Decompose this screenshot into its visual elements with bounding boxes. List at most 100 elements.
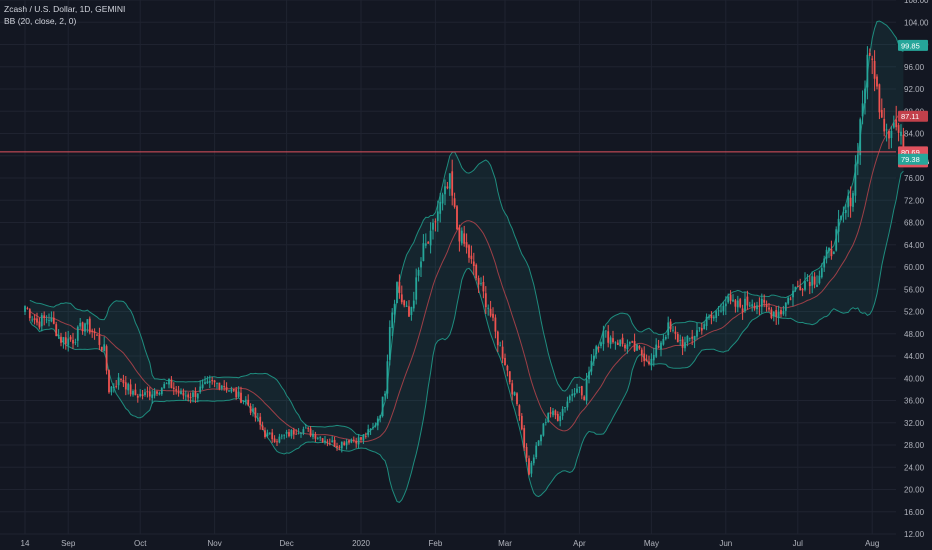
candle (621, 333, 624, 347)
candle (237, 386, 240, 399)
candle (74, 338, 77, 346)
candle (196, 393, 199, 403)
candle (151, 389, 154, 404)
candle (816, 275, 818, 288)
candle (600, 341, 602, 349)
candle (72, 332, 74, 349)
candle-body (847, 195, 850, 208)
candle-body (211, 380, 214, 382)
candle (64, 331, 67, 350)
candle (254, 407, 257, 422)
candle (136, 393, 139, 403)
candle-body (120, 379, 122, 380)
symbol-title[interactable]: Zcash / U.S. Dollar, 1D, GEMINI (4, 4, 126, 14)
candle (112, 383, 115, 393)
candle-body (283, 434, 286, 436)
candle-body (804, 281, 806, 290)
candle-body (93, 331, 96, 334)
candle (657, 339, 660, 349)
candle-body (208, 381, 211, 383)
candle-body (873, 60, 876, 79)
candle (866, 46, 869, 100)
candle-body (252, 408, 254, 412)
candle (523, 425, 526, 451)
candle-body (698, 327, 701, 329)
candle-body (220, 385, 223, 389)
candle (412, 291, 415, 312)
candle (636, 343, 638, 351)
candle (672, 325, 674, 333)
candle-body (880, 109, 883, 118)
candle-body (62, 337, 65, 343)
candle-body (285, 431, 288, 434)
candle-body (244, 399, 247, 402)
candle (100, 346, 103, 352)
candle-body (103, 344, 106, 352)
candle-body (271, 432, 274, 440)
candle (609, 335, 612, 349)
candle (897, 122, 900, 142)
candle (211, 376, 214, 385)
x-tick-label: Oct (134, 539, 147, 548)
candle (861, 90, 864, 125)
candle-body (256, 418, 259, 419)
candle-body (638, 346, 641, 349)
candle-body (242, 400, 245, 402)
candle (712, 314, 715, 322)
candle-body (276, 441, 278, 443)
candle (660, 340, 662, 357)
candle (561, 406, 564, 420)
candle (859, 117, 862, 165)
candle (333, 436, 336, 448)
candle (458, 224, 461, 252)
candle-body (540, 434, 542, 442)
candle-body (816, 284, 818, 287)
candle-body (50, 317, 53, 322)
bb-upper-label: 99.85 (898, 39, 928, 51)
candle (614, 341, 617, 350)
candle (787, 296, 790, 305)
y-tick-label: 76.00 (904, 174, 925, 183)
candle (285, 429, 288, 438)
time-axis[interactable]: 14 Sep Oct Nov Dec 2020 Feb Mar Apr May Jun Jul Aug (21, 539, 880, 548)
candle-body (24, 306, 26, 312)
candle (168, 378, 170, 389)
indicator-title[interactable]: BB (20, close, 2, 0) (4, 16, 77, 26)
y-tick-label: 96.00 (904, 63, 925, 72)
candle-body (871, 58, 874, 60)
candle (597, 346, 600, 353)
candle-body (225, 387, 228, 391)
candle (292, 427, 295, 440)
candle-body (429, 230, 432, 246)
candle (249, 403, 252, 416)
candle-body (460, 230, 463, 244)
candle-body (619, 339, 622, 347)
candle (252, 404, 254, 417)
candle-body (129, 384, 132, 395)
candle (158, 391, 161, 396)
candle (410, 306, 413, 321)
candle-body (583, 396, 586, 400)
candle-body (876, 76, 878, 87)
candle-body (614, 342, 617, 344)
candle-body (712, 316, 715, 319)
candle (724, 296, 727, 315)
candle-body (496, 331, 499, 346)
candle-body (340, 441, 343, 449)
candle (693, 335, 696, 349)
candle-body (885, 129, 888, 131)
candle-body (691, 336, 694, 339)
candle-body (751, 304, 754, 307)
candle (36, 312, 38, 326)
candle (384, 390, 386, 401)
candle-body (441, 194, 444, 204)
candle-body (408, 306, 410, 317)
candle-body (134, 389, 137, 396)
candle (396, 281, 398, 304)
candle (736, 295, 739, 313)
candle-body (199, 386, 202, 393)
candle (427, 240, 430, 244)
chart-legend[interactable]: Zcash / U.S. Dollar, 1D, GEMINI BB (20, … (4, 3, 125, 27)
candle (784, 302, 787, 317)
